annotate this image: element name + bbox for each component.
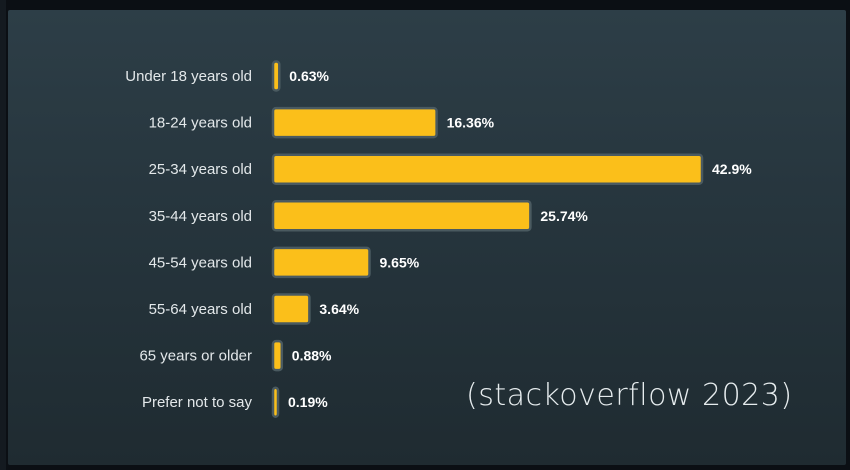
category-label: 18-24 years old xyxy=(149,115,252,132)
bar xyxy=(271,293,311,325)
chart-panel xyxy=(8,10,846,465)
category-label: Prefer not to say xyxy=(142,394,253,411)
category-label: 35-44 years old xyxy=(149,208,252,225)
bar xyxy=(271,246,371,279)
category-label: 55-64 years old xyxy=(149,301,252,318)
bar xyxy=(271,386,280,418)
category-label: 65 years or older xyxy=(139,348,252,365)
bars-group: Under 18 years old 0.63% 18-24 years old 16… xyxy=(125,60,752,418)
value-label: 42.9% xyxy=(712,161,752,177)
value-label: 25.74% xyxy=(540,208,588,224)
category-label: Under 18 years old xyxy=(125,68,252,85)
bar xyxy=(271,60,281,92)
value-label: 9.65% xyxy=(380,254,420,270)
value-label: 0.63% xyxy=(289,68,329,84)
source-annotation: (stackoverflow 2023) xyxy=(466,378,793,413)
value-label: 16.36% xyxy=(447,115,495,131)
left-edge xyxy=(0,0,6,470)
value-label: 0.19% xyxy=(288,394,328,410)
category-label: 25-34 years old xyxy=(149,161,252,178)
bar xyxy=(271,200,532,232)
bar xyxy=(271,106,438,139)
value-label: 3.64% xyxy=(319,301,359,317)
category-label: 45-54 years old xyxy=(149,254,252,271)
bar xyxy=(271,339,284,372)
bar xyxy=(271,153,704,185)
value-label: 0.88% xyxy=(292,348,332,364)
